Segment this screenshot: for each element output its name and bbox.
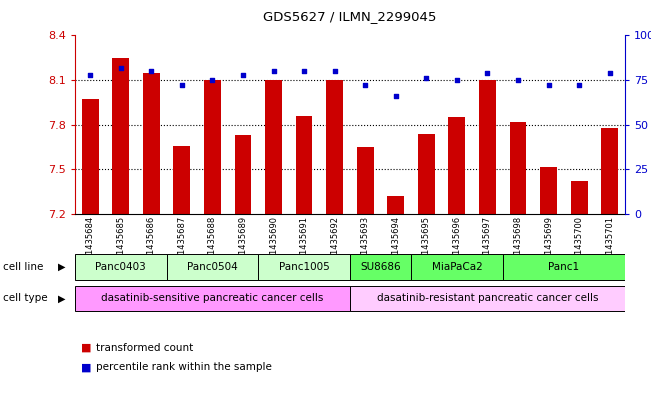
Text: ■: ■ — [81, 362, 92, 373]
Bar — [503, 254, 625, 279]
Bar — [143, 73, 159, 214]
Point — [115, 64, 126, 71]
Bar — [479, 80, 496, 214]
Bar — [75, 254, 167, 279]
Bar — [258, 254, 350, 279]
Bar — [113, 58, 129, 214]
Bar — [571, 182, 587, 214]
Text: cell line: cell line — [3, 262, 44, 272]
Bar — [602, 128, 618, 214]
Bar — [173, 146, 190, 214]
Point — [574, 82, 585, 88]
Text: Panc1005: Panc1005 — [279, 262, 329, 272]
Point — [238, 72, 248, 78]
Bar — [167, 254, 258, 279]
Text: cell type: cell type — [3, 293, 48, 303]
Bar — [350, 286, 625, 311]
Point — [146, 68, 156, 74]
Bar — [418, 134, 435, 214]
Point — [482, 70, 493, 76]
Text: Panc0504: Panc0504 — [187, 262, 238, 272]
Bar — [411, 254, 503, 279]
Text: transformed count: transformed count — [96, 343, 193, 353]
Point — [299, 68, 309, 74]
Point — [605, 70, 615, 76]
Bar — [449, 118, 465, 214]
Point — [421, 75, 432, 81]
Bar — [357, 147, 374, 214]
Text: dasatinib-sensitive pancreatic cancer cells: dasatinib-sensitive pancreatic cancer ce… — [101, 293, 324, 303]
Text: percentile rank within the sample: percentile rank within the sample — [96, 362, 272, 373]
Bar — [326, 80, 343, 214]
Text: MiaPaCa2: MiaPaCa2 — [432, 262, 482, 272]
Bar — [296, 116, 312, 214]
Bar — [350, 254, 411, 279]
Bar — [510, 122, 527, 214]
Text: Panc0403: Panc0403 — [95, 262, 146, 272]
Point — [268, 68, 279, 74]
Point — [391, 93, 401, 99]
Bar — [234, 135, 251, 214]
Point — [85, 72, 95, 78]
Point — [207, 77, 217, 83]
Point — [452, 77, 462, 83]
Text: ▶: ▶ — [58, 293, 66, 303]
Bar — [204, 80, 221, 214]
Bar — [75, 286, 350, 311]
Point — [360, 82, 370, 88]
Point — [329, 68, 340, 74]
Text: Panc1: Panc1 — [548, 262, 579, 272]
Text: GDS5627 / ILMN_2299045: GDS5627 / ILMN_2299045 — [263, 10, 437, 23]
Text: ■: ■ — [81, 343, 92, 353]
Bar — [387, 196, 404, 214]
Point — [176, 82, 187, 88]
Point — [513, 77, 523, 83]
Bar — [265, 80, 282, 214]
Text: ▶: ▶ — [58, 262, 66, 272]
Bar — [82, 99, 98, 214]
Point — [544, 82, 554, 88]
Text: dasatinib-resistant pancreatic cancer cells: dasatinib-resistant pancreatic cancer ce… — [377, 293, 598, 303]
Bar — [540, 167, 557, 214]
Text: SU8686: SU8686 — [360, 262, 401, 272]
